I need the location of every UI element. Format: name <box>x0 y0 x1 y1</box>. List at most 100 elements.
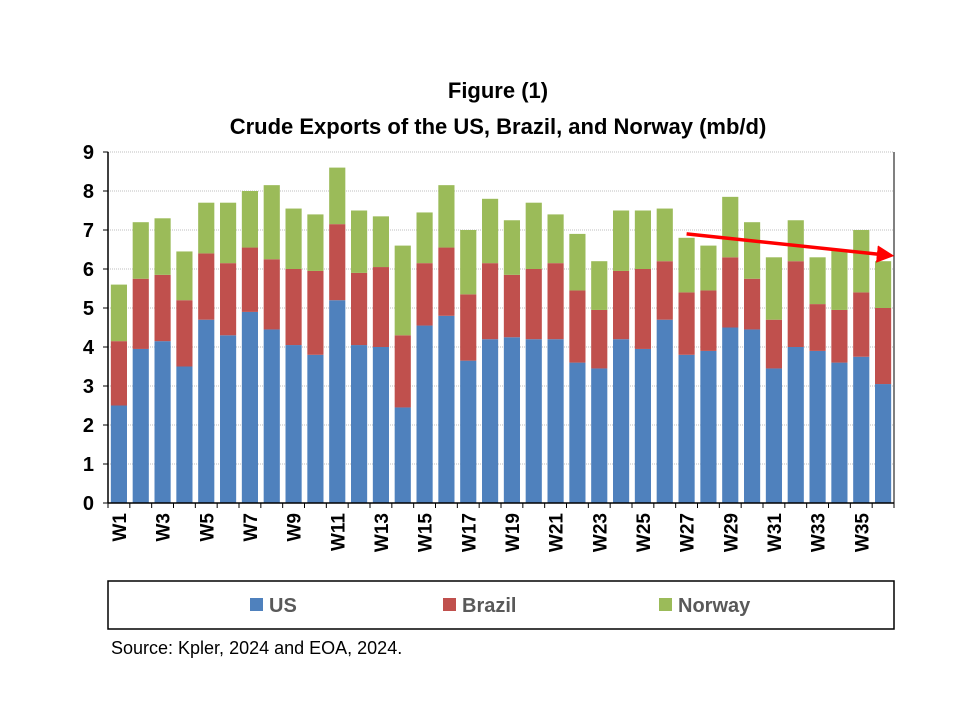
bar-norway-w26 <box>656 208 673 262</box>
y-tick-label-1: 1 <box>83 454 94 476</box>
bar-us-w31 <box>765 368 782 503</box>
x-tick-label-w25: W25 <box>634 513 655 553</box>
x-tick-label-w31: W31 <box>765 513 786 553</box>
trend-arrow <box>686 232 895 263</box>
bar-brazil-w9 <box>285 269 302 346</box>
bar-us-w18 <box>482 339 499 503</box>
bar-us-w35 <box>853 356 870 503</box>
bar-norway-w23 <box>591 261 608 310</box>
bar-brazil-w6 <box>220 263 237 336</box>
bar-us-w33 <box>809 350 826 503</box>
bar-norway-w18 <box>482 198 499 264</box>
x-tick-label-w27: W27 <box>678 513 699 552</box>
bar-brazil-w4 <box>176 300 193 367</box>
source-note: Source: Kpler, 2024 and EOA, 2024. <box>111 638 403 658</box>
bar-norway-w36 <box>875 261 892 308</box>
bar-us-w12 <box>351 345 368 503</box>
x-tick-label-w9: W9 <box>285 513 306 542</box>
x-tick-label-w1: W1 <box>110 513 131 542</box>
bar-us-w17 <box>460 360 477 503</box>
bar-brazil-w13 <box>372 267 389 347</box>
x-tick-label-w13: W13 <box>372 513 393 552</box>
legend-swatch-norway <box>659 598 672 611</box>
bar-brazil-w8 <box>263 259 280 330</box>
legend-label-norway: Norway <box>678 595 751 617</box>
y-tick-label-7: 7 <box>83 220 94 242</box>
y-tick-label-6: 6 <box>83 259 94 281</box>
bar-norway-w35 <box>853 230 870 293</box>
bar-brazil-w22 <box>569 290 586 363</box>
x-tick-label-w17: W17 <box>459 513 480 552</box>
bar-us-w10 <box>307 354 324 503</box>
bar-brazil-w33 <box>809 304 826 351</box>
legend-swatch-brazil <box>443 598 456 611</box>
bar-us-w14 <box>394 407 411 503</box>
x-tick-label-w15: W15 <box>416 513 437 553</box>
bar-brazil-w24 <box>613 270 630 340</box>
bar-norway-w15 <box>416 212 433 264</box>
bar-brazil-w23 <box>591 309 608 369</box>
bar-us-w19 <box>503 337 520 503</box>
bar-us-w27 <box>678 354 695 503</box>
legend-label-us: US <box>269 595 297 617</box>
bar-us-w8 <box>263 329 280 503</box>
bar-norway-w14 <box>394 245 411 336</box>
bar-us-w5 <box>198 319 215 503</box>
bar-us-w20 <box>525 339 542 503</box>
bar-us-w6 <box>220 335 237 503</box>
bar-us-w24 <box>613 339 630 503</box>
bar-norway-w28 <box>700 245 717 291</box>
bar-brazil-w5 <box>198 253 215 320</box>
bar-norway-w11 <box>329 167 346 225</box>
bar-brazil-w7 <box>241 247 258 312</box>
bar-norway-w1 <box>110 284 127 342</box>
bar-brazil-w30 <box>744 278 761 330</box>
bar-brazil-w21 <box>547 263 564 340</box>
bar-norway-w34 <box>831 249 848 310</box>
bar-brazil-w16 <box>438 247 455 316</box>
x-tick-label-w35: W35 <box>852 513 873 553</box>
x-tick-label-w21: W21 <box>547 513 568 553</box>
bar-us-w11 <box>329 300 346 503</box>
bar-norway-w17 <box>460 230 477 295</box>
x-tick-label-w29: W29 <box>721 513 742 552</box>
bar-brazil-w27 <box>678 292 695 355</box>
bar-brazil-w20 <box>525 269 542 340</box>
bar-us-w30 <box>744 329 761 503</box>
bar-norway-w21 <box>547 214 564 264</box>
x-tick-label-w11: W11 <box>328 513 349 551</box>
annotation <box>686 232 895 263</box>
bar-norway-w10 <box>307 214 324 271</box>
bar-norway-w3 <box>154 218 171 275</box>
bar-us-w7 <box>241 311 258 503</box>
bar-brazil-w26 <box>656 261 673 320</box>
bar-brazil-w1 <box>110 341 127 406</box>
y-tick-label-3: 3 <box>83 376 94 398</box>
y-tick-label-0: 0 <box>83 493 94 515</box>
bar-brazil-w35 <box>853 292 870 357</box>
bar-norway-w22 <box>569 233 586 291</box>
bar-norway-w7 <box>241 191 258 248</box>
bar-brazil-w18 <box>482 263 499 340</box>
y-tick-label-9: 9 <box>83 142 94 164</box>
x-tick-label-w3: W3 <box>154 513 175 542</box>
bar-brazil-w17 <box>460 294 477 361</box>
x-tick-label-w7: W7 <box>241 513 262 542</box>
legend-swatch-us <box>250 598 263 611</box>
legend-box <box>107 580 895 630</box>
bar-norway-w4 <box>176 251 193 301</box>
bar-brazil-w36 <box>875 308 892 385</box>
bar-norway-w32 <box>787 220 804 262</box>
y-axis-ticks: 0 1 2 3 4 5 6 7 8 9 <box>83 142 108 515</box>
bar-norway-w30 <box>744 222 761 279</box>
bar-brazil-w12 <box>351 272 368 346</box>
bar-us-w22 <box>569 362 586 503</box>
bar-brazil-w29 <box>722 257 739 328</box>
bar-norway-w8 <box>263 185 280 260</box>
bar-us-w36 <box>875 384 892 503</box>
y-tick-label-8: 8 <box>83 181 94 203</box>
x-tick-label-w33: W33 <box>809 513 830 552</box>
bar-norway-w13 <box>372 216 389 268</box>
bar-brazil-w19 <box>503 274 520 338</box>
